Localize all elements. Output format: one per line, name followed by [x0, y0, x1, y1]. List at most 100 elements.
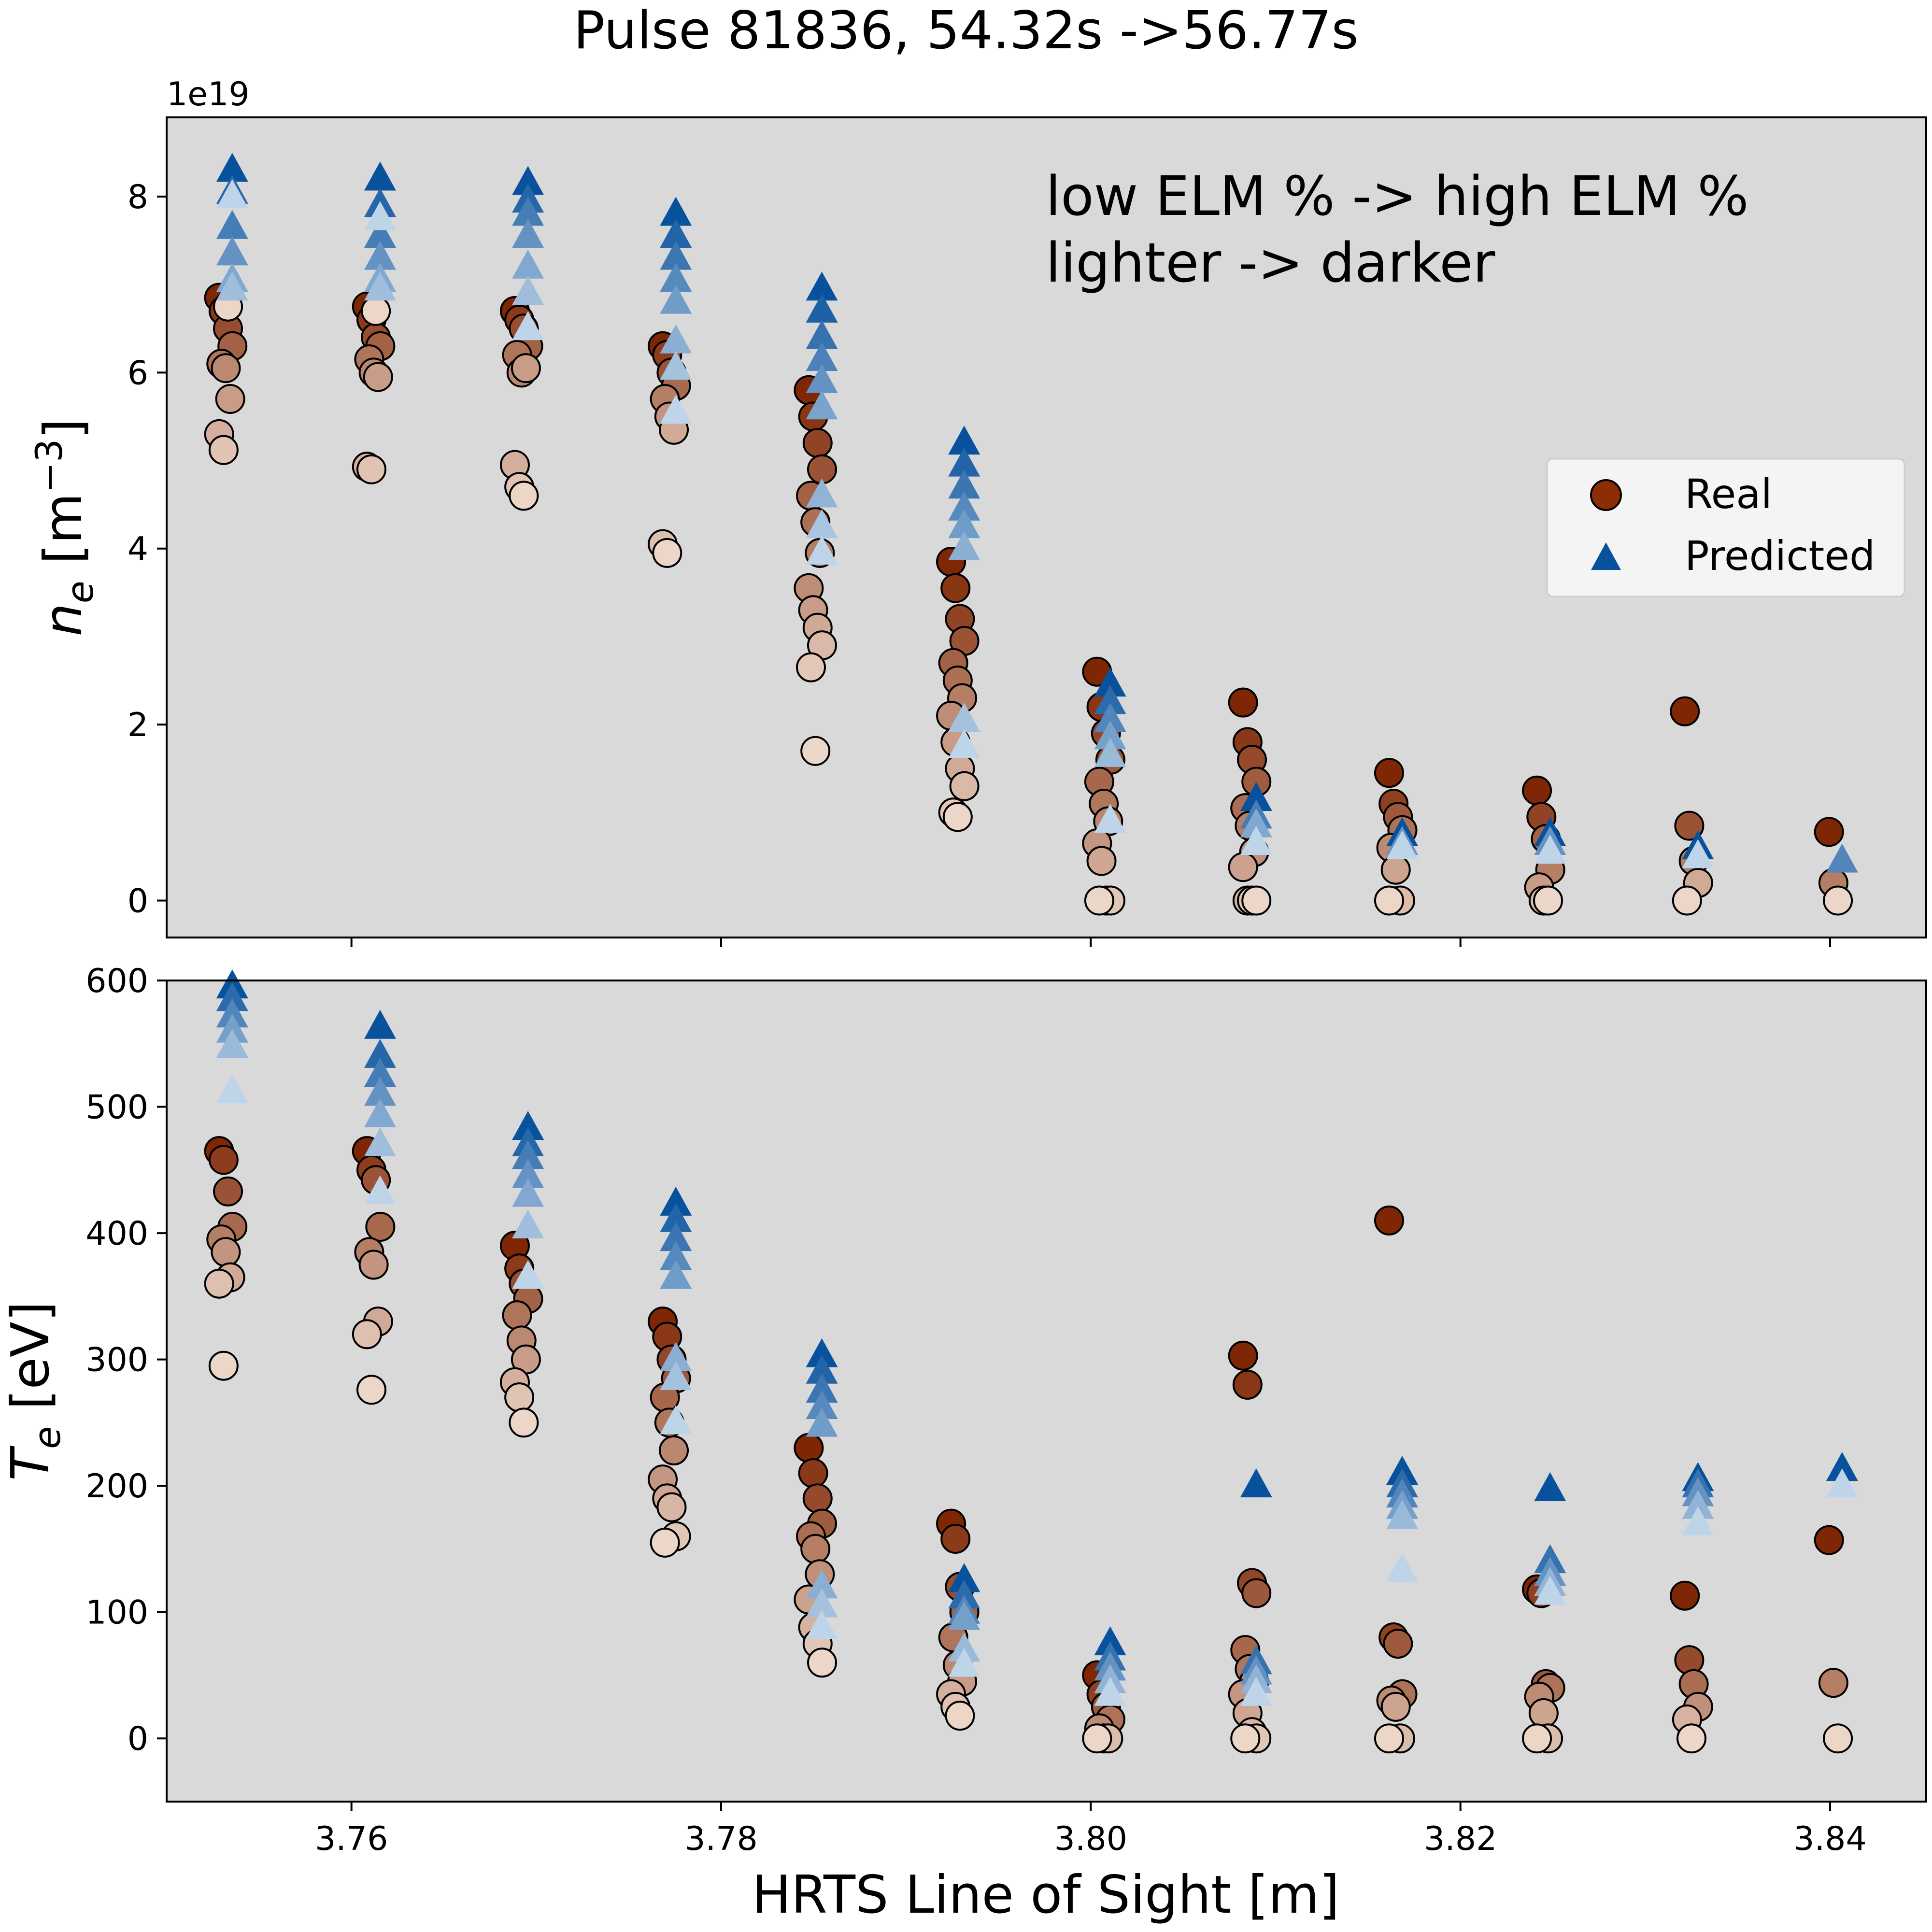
- te-real-point: [213, 1176, 243, 1207]
- te-y-label-sub: e: [26, 1426, 69, 1449]
- te-real-point: [356, 1375, 386, 1405]
- ne-y-tick-label: 6: [128, 354, 148, 392]
- ne-predicted-point: [948, 509, 980, 539]
- ne-predicted-point: [660, 395, 692, 424]
- ne-predicted-point: [364, 241, 396, 270]
- ne-predicted-point: [216, 153, 248, 182]
- ne-predicted-point: [364, 201, 396, 230]
- ne-predicted-point: [1094, 702, 1126, 732]
- te-predicted-point: [1094, 1676, 1126, 1706]
- ne-predicted-point: [660, 241, 692, 270]
- te-predicted-point: [660, 1405, 692, 1435]
- ne-real-point: [211, 353, 241, 384]
- ne-predicted-point: [806, 390, 838, 420]
- te-x-ticks: 3.76 3.78 3.80 3.82 3.84: [315, 1802, 1867, 1858]
- te-real-point: [1374, 1723, 1404, 1754]
- te-y-label-main: T: [0, 1446, 61, 1481]
- ne-predicted-point: [806, 342, 838, 371]
- te-real-point: [504, 1382, 535, 1413]
- x-axis-label: HRTS Line of Sight [m]: [752, 1865, 1340, 1925]
- ne-frame: [166, 116, 1927, 938]
- ne-real-point: [1374, 758, 1404, 788]
- ne-predicted-point: [1094, 738, 1126, 767]
- ne-y-tick-label: 0: [128, 882, 148, 920]
- te-predicted-point: [512, 1260, 544, 1289]
- te-predicted-point: [948, 1633, 980, 1662]
- ne-real-point: [1533, 885, 1563, 916]
- ne-predicted-point: [806, 478, 838, 508]
- te-real-point: [650, 1527, 680, 1558]
- ne-predicted-point: [1826, 843, 1858, 873]
- ne-predicted-point: [216, 179, 248, 208]
- te-predicted-point: [948, 1648, 980, 1677]
- ne-panel: 0 2 4 6 8 1e19 ne [m−3] low ELM % -> high EL…: [28, 75, 1927, 947]
- ne-real-point: [1374, 885, 1404, 916]
- ne-predicted-point: [1386, 830, 1419, 860]
- te-real-point: [1228, 1340, 1258, 1371]
- te-predicted-point: [1386, 1553, 1419, 1582]
- ne-predicted-points: [216, 153, 1858, 873]
- te-predicted-point: [1682, 1506, 1714, 1535]
- ne-real-point: [1522, 775, 1552, 806]
- ne-real-point: [1670, 696, 1700, 726]
- te-predicted-point: [806, 1390, 838, 1419]
- te-real-points: [204, 1136, 1853, 1754]
- ne-predicted-point: [948, 447, 980, 477]
- ne-real-point: [1228, 687, 1258, 718]
- annotation-line-1: low ELM % -> high ELM %: [1046, 165, 1749, 228]
- ne-predicted-point: [806, 320, 838, 349]
- te-predicted-point: [216, 998, 248, 1028]
- ne-predicted-point: [806, 271, 838, 301]
- ne-predicted-point: [1534, 835, 1566, 864]
- ne-predicted-point: [660, 324, 692, 354]
- ne-real-point: [363, 362, 393, 392]
- ne-offset-text: 1e19: [167, 75, 250, 114]
- ne-predicted-point: [660, 284, 692, 314]
- ne-predicted-point: [948, 469, 980, 499]
- ne-predicted-point: [512, 197, 544, 226]
- te-real-point: [656, 1492, 687, 1522]
- ne-predicted-point: [660, 218, 692, 248]
- te-predicted-point: [1094, 1626, 1126, 1656]
- ne-predicted-point: [512, 276, 544, 305]
- ne-real-point: [652, 538, 682, 568]
- ne-predicted-point: [1240, 808, 1272, 838]
- te-y-tick-label: 400: [85, 1215, 148, 1253]
- x-tick-label: 3.80: [1054, 1820, 1127, 1858]
- ne-real-point: [1228, 852, 1258, 882]
- ne-predicted-point: [948, 729, 980, 758]
- te-real-point: [1232, 1369, 1263, 1400]
- te-predicted-point: [512, 1140, 544, 1169]
- te-real-point: [211, 1237, 241, 1267]
- te-y-tick-label: 100: [85, 1594, 148, 1632]
- ne-real-point: [1241, 885, 1272, 916]
- ne-real-point: [208, 435, 239, 465]
- ne-y-label-main: n: [33, 603, 94, 636]
- ne-real-point: [356, 454, 386, 484]
- te-predicted-point: [364, 1098, 396, 1127]
- te-real-point: [365, 1212, 396, 1242]
- ne-predicted-point: [948, 702, 980, 732]
- te-predicted-point: [660, 1222, 692, 1251]
- te-plot-area: [167, 980, 1926, 1802]
- te-y-axis-label: Te [eV]: [0, 1301, 69, 1481]
- ne-predicted-point: [216, 236, 248, 266]
- ne-real-point: [1086, 846, 1117, 876]
- x-tick-label: 3.84: [1793, 1820, 1866, 1858]
- te-real-point: [204, 1268, 234, 1299]
- ne-real-point: [949, 771, 980, 801]
- te-real-point: [807, 1648, 837, 1678]
- legend-real-label: Real: [1685, 470, 1772, 518]
- ne-predicted-point: [1682, 839, 1714, 868]
- te-real-point: [800, 1534, 831, 1564]
- ne-predicted-point: [512, 166, 544, 195]
- ne-predicted-point: [1240, 781, 1272, 811]
- te-predicted-point: [1534, 1576, 1566, 1605]
- te-predicted-point: [364, 1077, 396, 1106]
- x-tick-label: 3.82: [1424, 1820, 1497, 1858]
- te-predicted-point: [806, 1338, 838, 1367]
- ne-real-point: [1674, 810, 1705, 841]
- te-predicted-point: [660, 1260, 692, 1289]
- legend-predicted-label: Predicted: [1685, 532, 1875, 580]
- ne-real-point: [802, 428, 833, 458]
